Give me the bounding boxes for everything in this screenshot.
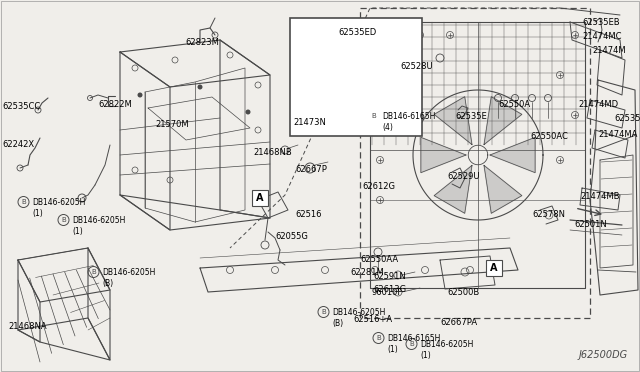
Circle shape [246,109,250,115]
Text: B: B [321,309,326,315]
Text: 96010F: 96010F [372,288,403,297]
Text: (1): (1) [420,351,431,360]
Polygon shape [490,137,535,173]
Text: 62500B: 62500B [447,288,479,297]
Text: (1): (1) [32,209,43,218]
Text: B: B [371,113,376,119]
Text: 62667PA: 62667PA [440,318,477,327]
Text: 62578N: 62578N [532,210,565,219]
Text: (B): (B) [332,319,343,328]
Text: 62612G: 62612G [362,182,395,191]
Text: 62535EB: 62535EB [582,18,620,27]
Text: 62281M: 62281M [350,268,384,277]
Polygon shape [434,97,472,145]
Text: 21468NA: 21468NA [8,322,47,331]
Text: DB146-6165H: DB146-6165H [387,334,440,343]
Text: 62516+A: 62516+A [353,315,392,324]
Polygon shape [484,97,522,145]
Text: 62055G: 62055G [275,232,308,241]
Text: 21474MC: 21474MC [582,32,621,41]
Text: 21473N: 21473N [293,118,326,127]
Text: 21570M: 21570M [155,120,189,129]
Bar [486,260,502,276]
Text: 21474MB: 21474MB [580,192,620,201]
Text: 62550AA: 62550AA [360,255,398,264]
Text: 62535ED: 62535ED [338,28,376,37]
Text: 62823M: 62823M [185,38,219,47]
Text: (4): (4) [382,123,393,132]
Polygon shape [484,166,522,213]
Text: 21474MA: 21474MA [598,130,637,139]
Text: DB146-6205H: DB146-6205H [420,340,474,349]
Circle shape [138,93,143,97]
Text: 62591N: 62591N [373,272,406,281]
Text: 21468NB: 21468NB [253,148,292,157]
Text: 62613G: 62613G [373,285,406,294]
Text: B: B [409,341,414,347]
Text: 62516: 62516 [295,210,321,219]
Text: 62550A: 62550A [498,100,530,109]
Text: B: B [376,335,381,341]
Text: 21474M: 21474M [592,46,626,55]
Bar [360,8,590,318]
Text: 62242X: 62242X [2,140,34,149]
Circle shape [198,84,202,90]
Text: B: B [61,217,66,223]
Text: DB146-6165H: DB146-6165H [382,112,435,121]
Text: 62550AC: 62550AC [530,132,568,141]
Text: J62500DG: J62500DG [579,350,628,360]
Text: B: B [21,199,26,205]
Text: 21474MD: 21474MD [578,100,618,109]
Bar [290,18,422,136]
Text: DB146-6205H: DB146-6205H [72,216,125,225]
Text: A: A [490,263,498,273]
Text: DB146-6205H: DB146-6205H [102,268,156,277]
Text: A: A [256,193,264,203]
Text: DB146-6205H: DB146-6205H [332,308,385,317]
Text: 62535EB: 62535EB [614,114,640,123]
Text: B: B [91,269,96,275]
Text: 62667P: 62667P [295,165,327,174]
Polygon shape [421,137,466,173]
Text: DB146-6205H: DB146-6205H [32,198,85,207]
Text: (B): (B) [102,279,113,288]
Polygon shape [434,166,472,213]
Text: 62528U: 62528U [400,62,433,71]
Text: 62822M: 62822M [98,100,132,109]
Bar [252,190,268,206]
Text: 62535CC: 62535CC [2,102,40,111]
Text: 62529U: 62529U [447,172,479,181]
Text: (1): (1) [387,345,397,354]
Text: 62501N: 62501N [574,220,607,229]
Text: (1): (1) [72,227,83,236]
Text: 62535E: 62535E [455,112,487,121]
Bar [323,81,363,111]
